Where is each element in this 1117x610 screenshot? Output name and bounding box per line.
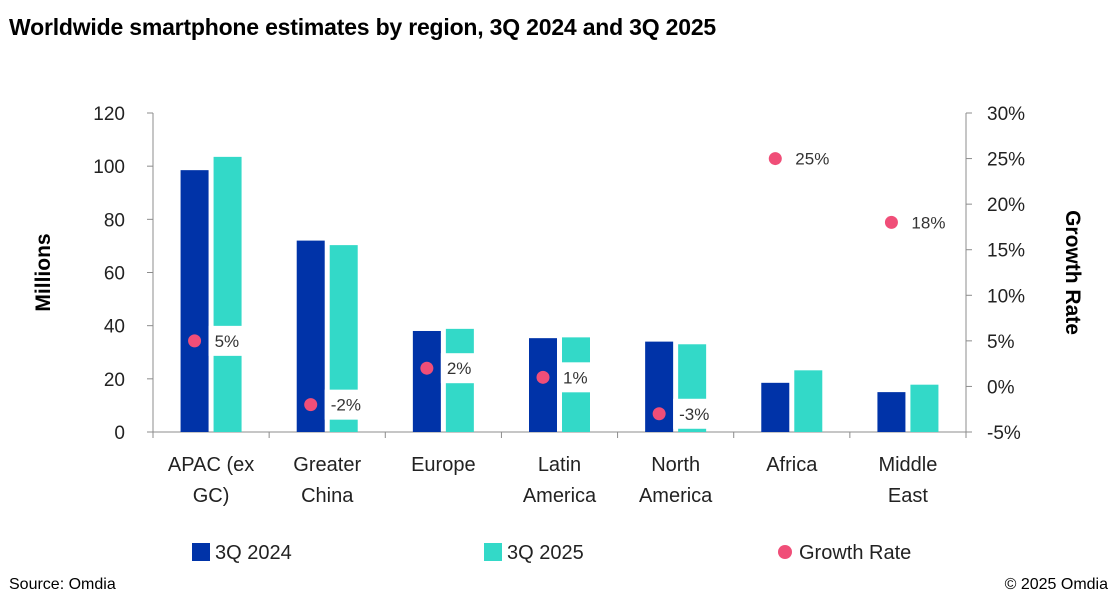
bar-3q-2025	[213, 156, 242, 433]
growth-rate-point	[884, 215, 898, 229]
right-axis-tick-label: 5%	[987, 332, 1015, 353]
bar-3q-2024	[529, 338, 557, 432]
legend-marker-growth-rate	[778, 545, 792, 559]
copyright-note: © 2025 Omdia	[1004, 576, 1108, 593]
category-label: Middle	[878, 454, 937, 476]
bar-3q-2025	[794, 370, 823, 432]
growth-label-bg	[324, 389, 369, 420]
growth-rate-label: -3%	[679, 405, 709, 424]
growth-rate-label: 2%	[447, 359, 472, 378]
left-axis-tick-label: 100	[93, 157, 125, 178]
source-note: Source: Omdia	[9, 576, 116, 593]
growth-rate-point	[188, 334, 202, 348]
left-axis-title: Millions	[32, 233, 55, 311]
right-axis-tick-label: 30%	[987, 104, 1025, 125]
growth-rate-point	[420, 361, 434, 375]
growth-rate-point	[652, 407, 666, 421]
right-axis-tick-label: 25%	[987, 150, 1025, 171]
left-axis-tick-label: 60	[104, 264, 125, 285]
category-label: East	[888, 485, 928, 507]
growth-rate-label: 1%	[563, 368, 588, 387]
bar-3q-2024	[761, 382, 790, 432]
growth-rate-point	[304, 398, 318, 412]
right-axis-tick-label: 0%	[987, 377, 1015, 398]
category-label: America	[639, 485, 713, 507]
growth-label-bg	[208, 325, 253, 356]
bar-3q-2024	[412, 330, 441, 432]
growth-rate-label: 5%	[215, 332, 240, 351]
bar-3q-2024	[877, 392, 906, 432]
legend-swatch-3q-2025	[484, 543, 502, 561]
growth-rate-label: 18%	[911, 213, 945, 232]
category-label: GC)	[193, 485, 230, 507]
legend-label-3q-2025: 3Q 2025	[507, 542, 584, 564]
left-axis-tick-label: 80	[104, 210, 125, 231]
growth-rate-label: 25%	[795, 150, 829, 169]
left-axis-tick-label: 20	[104, 370, 125, 391]
category-label: Latin	[538, 454, 581, 476]
right-axis-tick-label: 15%	[987, 241, 1025, 262]
growth-label-bg	[440, 353, 485, 384]
left-axis-tick-label: 40	[104, 317, 125, 338]
category-label: North	[651, 454, 700, 476]
right-axis-tick-label: -5%	[987, 423, 1021, 444]
chart-title: Worldwide smartphone estimates by region…	[9, 14, 717, 40]
right-axis-tick-label: 20%	[987, 195, 1025, 216]
growth-rate-point	[768, 152, 782, 166]
bar-3q-2024	[180, 170, 209, 432]
growth-label-bg	[789, 143, 834, 174]
growth-label-bg	[905, 207, 950, 238]
legend-label-3q-2024: 3Q 2024	[215, 542, 292, 564]
legend-swatch-3q-2024	[192, 543, 210, 561]
right-axis-title: Growth Rate	[1061, 210, 1084, 335]
category-label: Greater	[293, 454, 361, 476]
bar-3q-2025	[910, 384, 939, 432]
growth-label-bg	[557, 362, 601, 393]
growth-label-bg	[673, 398, 718, 429]
growth-rate-point	[536, 370, 550, 384]
growth-rate-label: -2%	[331, 396, 361, 415]
legend-label-growth-rate: Growth Rate	[799, 542, 911, 564]
category-label: China	[301, 485, 354, 507]
category-label: Africa	[766, 454, 818, 476]
left-axis-tick-label: 0	[114, 423, 125, 444]
left-axis-tick-label: 120	[93, 104, 125, 125]
category-label: Europe	[411, 454, 476, 476]
right-axis-tick-label: 10%	[987, 286, 1025, 307]
category-label: APAC (ex	[168, 454, 254, 476]
category-label: America	[523, 485, 597, 507]
